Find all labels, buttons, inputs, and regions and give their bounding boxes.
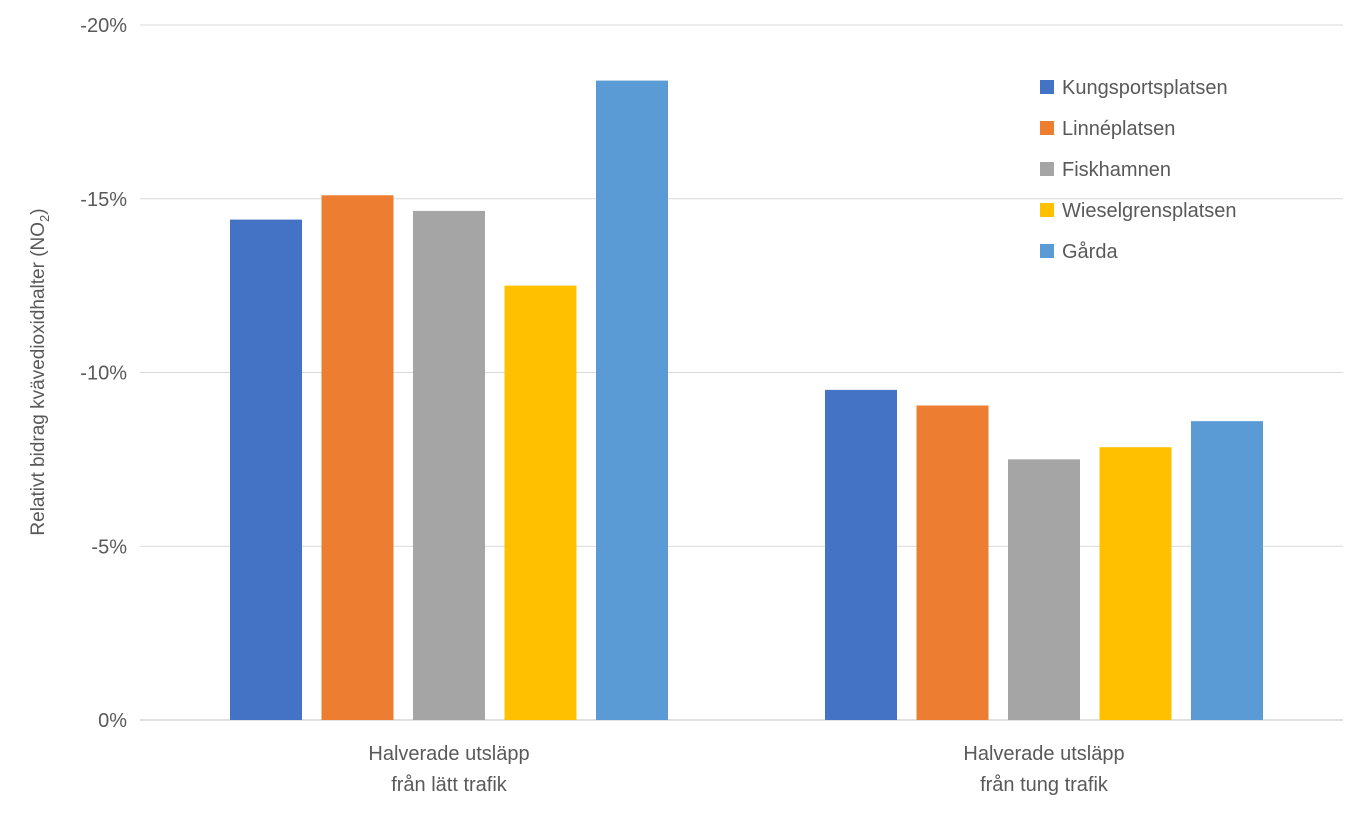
legend-label: Wieselgrensplatsen xyxy=(1062,200,1237,222)
legend-swatch xyxy=(1040,203,1054,217)
legend-label: Linnéplatsen xyxy=(1062,118,1175,140)
legend-swatch xyxy=(1040,121,1054,135)
y-tick-label: -5% xyxy=(91,536,127,558)
legend-swatch xyxy=(1040,244,1054,258)
legend-swatch xyxy=(1040,162,1054,176)
legend-label: Gårda xyxy=(1062,241,1118,263)
bar-wieselgrensplatsen-1 xyxy=(1099,447,1172,720)
y-tick-label: -20% xyxy=(80,15,127,37)
x-category-label: Halverade utsläpp xyxy=(368,743,529,765)
y-axis-label-subscript: 2 xyxy=(37,215,52,222)
bars xyxy=(230,80,1263,721)
y-axis-tick-labels: 0% -5% -10% -15% -20% xyxy=(80,15,127,732)
bar-kungsportsplatsen-0 xyxy=(230,219,302,720)
bar-g-rda-0 xyxy=(596,80,668,721)
y-axis-label-close: ) xyxy=(28,208,49,214)
y-tick-label: 0% xyxy=(98,710,127,732)
bar-linn-platsen-0 xyxy=(321,195,394,720)
x-category-label: från tung trafik xyxy=(980,774,1109,796)
legend-label: Fiskhamnen xyxy=(1062,159,1171,181)
x-axis-category-labels: Halverade utsläpp från lätt trafik Halvera… xyxy=(368,743,1124,796)
x-category-label: från lätt trafik xyxy=(391,774,508,796)
bar-wieselgrensplatsen-0 xyxy=(504,285,577,720)
bar-linn-platsen-1 xyxy=(916,405,989,720)
x-category-label: Halverade utsläpp xyxy=(963,743,1124,765)
y-axis-label: Relativt bidrag kvävedioxidhalter (NO2) xyxy=(28,208,52,535)
bar-fiskhamnen-0 xyxy=(413,210,485,720)
bar-kungsportsplatsen-1 xyxy=(825,389,897,720)
legend-label: Kungsportsplatsen xyxy=(1062,77,1228,99)
legend-swatch xyxy=(1040,80,1054,94)
y-axis-label-main: Relativt bidrag kvävedioxidhalter (NO xyxy=(28,222,49,536)
y-tick-label: -10% xyxy=(80,363,127,385)
y-tick-label: -15% xyxy=(80,189,127,211)
legend: Kungsportsplatsen Linnéplatsen Fiskhamnen W… xyxy=(1040,77,1237,263)
bar-g-rda-1 xyxy=(1191,421,1263,720)
bar-fiskhamnen-1 xyxy=(1008,459,1080,720)
